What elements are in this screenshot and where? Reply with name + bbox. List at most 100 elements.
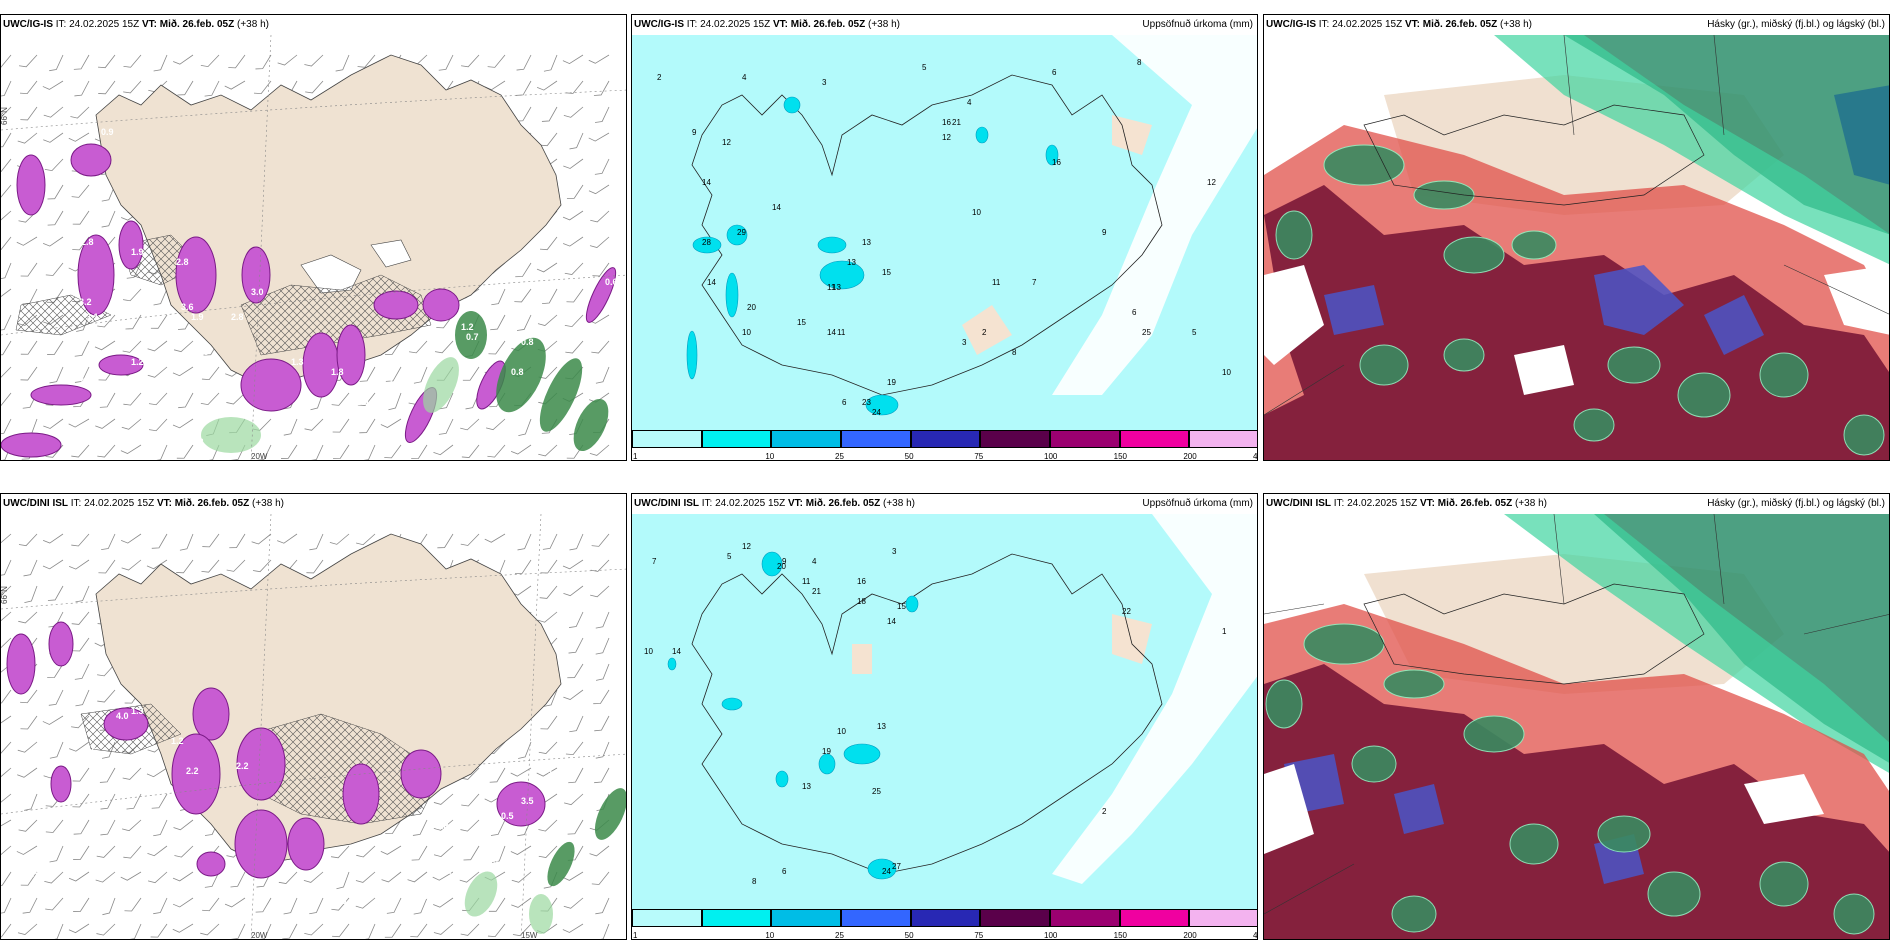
precip-value: 3 <box>892 547 897 556</box>
wind-barb <box>120 533 142 544</box>
wind-barb <box>101 184 116 202</box>
wind-barb <box>540 132 558 147</box>
it-value: 24.02.2025 15Z <box>69 19 140 30</box>
wind-barb <box>102 897 116 916</box>
wind-barb <box>97 444 116 458</box>
wind-barb <box>18 611 38 624</box>
colorbar-label: 1 <box>633 931 638 940</box>
wind-barb <box>24 585 38 604</box>
wind-barb <box>45 819 64 833</box>
wind-barb <box>43 106 64 118</box>
wind-barb <box>488 340 506 355</box>
precip-value: 3 <box>822 78 827 87</box>
precip-value: 1 <box>1222 627 1227 636</box>
wind-barb <box>1 871 12 886</box>
wind-barb <box>121 559 142 571</box>
precip-value: 14 <box>887 617 896 626</box>
wind-barb <box>282 923 298 939</box>
colorbar-swatch <box>1050 430 1120 448</box>
wind-barb <box>590 210 610 223</box>
wind-barb <box>230 923 246 939</box>
wind-value: 0.8 <box>521 337 534 347</box>
wind-barb <box>18 819 38 832</box>
wind-barb <box>49 366 64 384</box>
wind-barb <box>512 923 532 937</box>
wind-barb <box>97 689 116 703</box>
wind-barb <box>252 559 272 573</box>
wind-barb <box>380 418 402 428</box>
map-panel-wind-dini: UWC/DINI ISL IT: 24.02.2025 15Z VT: Mið.… <box>0 493 627 940</box>
wind-barb <box>99 767 116 783</box>
wind-barb <box>355 871 376 883</box>
wind-barb <box>75 585 90 603</box>
lead-time: (+38 h) <box>1515 498 1547 509</box>
wind-barb <box>100 819 116 836</box>
precip-value: 10 <box>1222 368 1231 377</box>
wind-barb <box>20 871 38 886</box>
precip-value: 3 <box>962 338 967 347</box>
wind-barb <box>122 767 142 780</box>
wind-barb <box>97 663 116 677</box>
wind-barb <box>1 741 12 755</box>
colorbar-label: 200 <box>1183 931 1197 940</box>
precip-value: 6 <box>842 398 847 407</box>
wind-values: -3.6-1.6-1.1-1.2-1.3-1.2-1.7 -1.5 -1.70.50… <box>11 666 561 906</box>
wind-barb <box>511 897 532 908</box>
wind-barb <box>409 340 428 354</box>
panel-title: Uppsöfnuð úrkoma (mm) <box>1142 19 1253 30</box>
wind-barb <box>47 340 64 355</box>
wind-barb <box>591 533 610 547</box>
colorbar-label: 100 <box>1044 931 1058 940</box>
wind-barb <box>42 236 64 247</box>
wind-value: 1.2 <box>461 322 474 332</box>
colorbar-swatch <box>1189 909 1257 927</box>
wind-barb <box>595 366 610 384</box>
colorbar-label: 75 <box>974 452 984 461</box>
wind-barb <box>153 897 168 915</box>
wind-barb <box>47 663 64 679</box>
model-name: UWC/DINI ISL <box>3 498 68 509</box>
wind-value: 3.0 <box>251 287 264 297</box>
it-label: IT: <box>1318 19 1330 30</box>
wind-barb <box>595 897 610 915</box>
wind-barb <box>202 897 220 912</box>
panel-header: UWC/DINI ISL IT: 24.02.2025 15Z VT: Mið.… <box>1264 494 1889 514</box>
wind-barb <box>177 80 194 96</box>
wind-barb <box>98 80 116 95</box>
wind-barb <box>361 923 376 939</box>
wind-barb <box>562 210 584 221</box>
wind-barb <box>589 444 610 456</box>
map-panel-precip-igis: UWC/IG-IS IT: 24.02.2025 15Z VT: Mið. 26… <box>631 14 1258 461</box>
lon-label: 20W <box>251 931 268 940</box>
wind-barb <box>439 392 454 410</box>
wind-barb <box>388 392 402 411</box>
wind-barb <box>73 54 90 70</box>
wind-value: -1.0 <box>331 896 347 906</box>
precip-patches <box>686 96 1059 416</box>
wind-barb <box>123 54 142 68</box>
low-clouds <box>1265 623 1875 935</box>
cloud-map <box>1264 35 1889 460</box>
wind-barb <box>460 819 480 832</box>
wind-barb <box>510 845 532 855</box>
wind-barb <box>1 392 12 406</box>
wind-barb <box>594 715 610 732</box>
wind-barb <box>591 340 610 354</box>
wind-barb <box>42 559 64 570</box>
wind-barb <box>412 819 428 836</box>
wind-barb <box>433 444 454 456</box>
wind-barb <box>336 871 350 890</box>
precip-value: 10 <box>972 208 981 217</box>
wind-barb <box>516 54 532 71</box>
precip-value: 2 <box>982 328 987 337</box>
vt-value: Mið. 26.feb. 05Z <box>790 19 866 30</box>
wind-barb <box>1 132 12 148</box>
wind-barb <box>123 845 142 859</box>
precip-value: 13 <box>877 722 886 731</box>
wind-barb <box>204 80 220 97</box>
wind-barb <box>538 741 558 754</box>
wind-barb <box>253 80 272 95</box>
wind-barb <box>330 845 350 859</box>
wind-barb <box>432 871 454 881</box>
